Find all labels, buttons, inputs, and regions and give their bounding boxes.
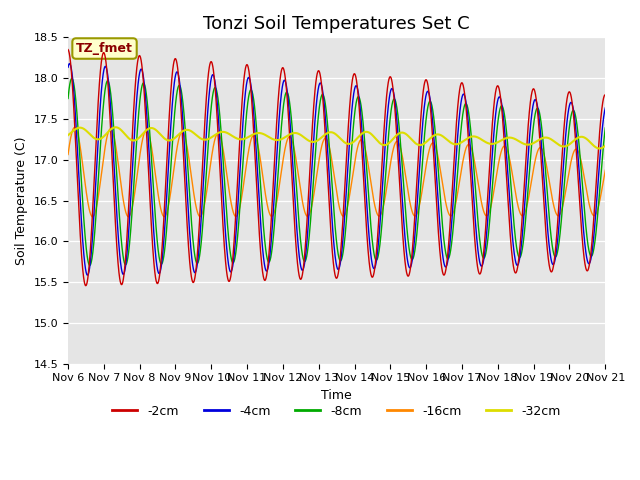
Y-axis label: Soil Temperature (C): Soil Temperature (C) [15,136,28,265]
Title: Tonzi Soil Temperatures Set C: Tonzi Soil Temperatures Set C [204,15,470,33]
Text: TZ_fmet: TZ_fmet [76,42,133,55]
Legend: -2cm, -4cm, -8cm, -16cm, -32cm: -2cm, -4cm, -8cm, -16cm, -32cm [108,400,566,423]
X-axis label: Time: Time [321,389,352,402]
